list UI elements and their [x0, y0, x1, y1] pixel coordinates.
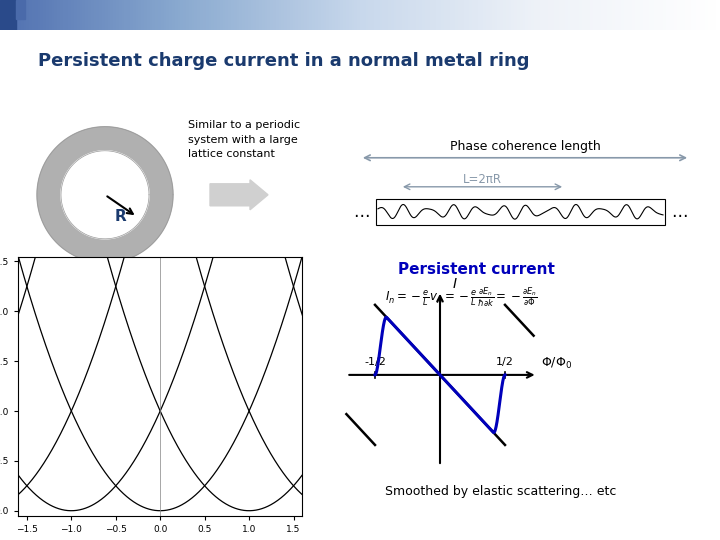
- Text: $\Phi/\Phi_0$: $\Phi/\Phi_0$: [541, 356, 572, 371]
- X-axis label: flux  $\phi/\phi_0$: flux $\phi/\phi_0$: [137, 539, 184, 540]
- Text: Phase coherence length: Phase coherence length: [449, 140, 600, 153]
- FancyArrow shape: [210, 180, 268, 210]
- Text: $I_n = -\frac{e}{L}v_n = -\frac{e}{L}\frac{\partial E_n}{\hbar \partial k} = -\f: $I_n = -\frac{e}{L}v_n = -\frac{e}{L}\fr…: [385, 285, 538, 309]
- Bar: [376, 199, 665, 225]
- Bar: [0, 0, 16, 30]
- Polygon shape: [61, 151, 149, 239]
- Bar: [16, 0, 25, 19]
- Text: …: …: [671, 203, 688, 221]
- Text: …: …: [354, 203, 370, 221]
- Text: $kL \rightarrow kL + 2\pi \dfrac{\Phi}{\Phi_0}$: $kL \rightarrow kL + 2\pi \dfrac{\Phi}{\…: [134, 262, 236, 293]
- Text: $I$: $I$: [452, 277, 458, 291]
- Text: L=2πR: L=2πR: [463, 173, 502, 186]
- Text: Smoothed by elastic scattering… etc: Smoothed by elastic scattering… etc: [385, 485, 616, 498]
- Polygon shape: [37, 127, 173, 263]
- Text: Similar to a periodic
system with a large
lattice constant: Similar to a periodic system with a larg…: [188, 120, 300, 159]
- Text: Persistent current: Persistent current: [398, 262, 555, 277]
- Text: R: R: [115, 210, 127, 224]
- Text: Persistent charge current in a normal metal ring: Persistent charge current in a normal me…: [38, 52, 529, 70]
- Text: 1/2: 1/2: [496, 357, 514, 367]
- Text: -1/2: -1/2: [364, 357, 386, 367]
